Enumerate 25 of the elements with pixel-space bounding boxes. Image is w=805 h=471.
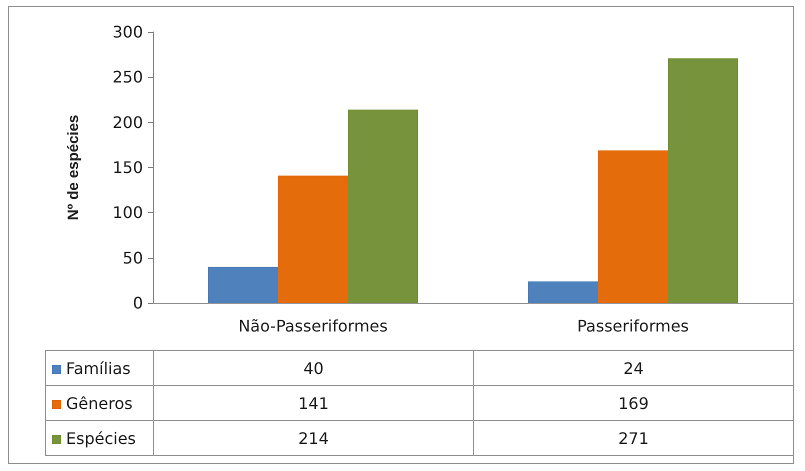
legend-label: Gêneros: [46, 386, 154, 420]
bar: [208, 266, 278, 303]
y-tick-label: 50: [122, 248, 143, 268]
data-label: 214: [154, 420, 474, 456]
bar: [598, 150, 668, 303]
legend-label: Famílias: [46, 350, 154, 386]
y-tick-label: 0: [132, 294, 143, 312]
data-label: 169: [474, 386, 794, 420]
bar: [278, 176, 348, 303]
y-tick-label: 150: [112, 158, 143, 177]
y-tick-label: 250: [112, 68, 143, 87]
data-label: 24: [474, 350, 794, 386]
x-tick-label: Não-Passeriformes: [238, 316, 388, 336]
y-tick-label: 100: [112, 203, 143, 222]
data-label: 271: [474, 420, 794, 456]
bar: [348, 110, 418, 303]
bar: [668, 58, 738, 303]
data-label: 40: [154, 350, 474, 386]
y-axis-title: Nº de espécies: [65, 114, 82, 220]
bar: [528, 281, 598, 303]
x-tick-label: Passeriformes: [577, 316, 689, 336]
legend-label: Espécies: [46, 420, 154, 456]
data-label: 141: [154, 386, 474, 420]
y-tick-label: 200: [112, 112, 143, 132]
y-tick-label: 300: [112, 22, 143, 42]
